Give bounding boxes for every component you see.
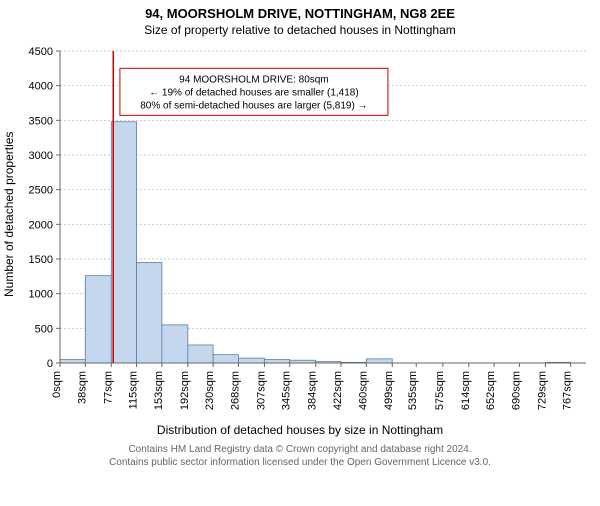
x-tick-label: 77sqm (102, 371, 114, 404)
x-tick-label: 153sqm (153, 371, 165, 410)
histogram-bar (162, 325, 188, 363)
histogram-bar (188, 345, 213, 363)
x-tick-label: 690sqm (510, 371, 522, 410)
histogram-bar (264, 360, 289, 363)
x-tick-label: 230sqm (204, 371, 216, 410)
chart-subtitle: Size of property relative to detached ho… (0, 23, 600, 37)
x-tick-label: 384sqm (307, 371, 319, 410)
footer-line-2: Contains public sector information licen… (0, 456, 600, 469)
y-tick-label: 1000 (29, 289, 53, 301)
y-tick-label: 500 (35, 323, 53, 335)
x-tick-label: 192sqm (179, 371, 191, 410)
y-tick-label: 4000 (29, 81, 53, 93)
histogram-plot: 0 500 1000 1500 2000 2500 3000 3500 4000 4500 0sqm… (0, 41, 600, 421)
x-tick-label: 614sqm (460, 371, 472, 410)
histogram-bar (137, 262, 162, 363)
y-tick-label: 2500 (29, 185, 53, 197)
chart-container: 94, MOORSHOLM DRIVE, NOTTINGHAM, NG8 2EE… (0, 6, 600, 506)
x-axis-label: Distribution of detached houses by size … (0, 423, 600, 437)
attribution-footer: Contains HM Land Registry data © Crown c… (0, 443, 600, 469)
x-tick-label: 460sqm (357, 371, 369, 410)
x-tick-label: 767sqm (562, 371, 574, 410)
y-tick-label: 0 (47, 358, 53, 370)
histogram-bar (238, 358, 264, 363)
y-axis-label: Number of detached properties (2, 132, 16, 297)
x-tick-label: 729sqm (536, 371, 548, 410)
x-tick-label: 422sqm (332, 371, 344, 410)
x-tick-label: 575sqm (434, 371, 446, 410)
y-tick-label: 4500 (29, 46, 53, 58)
y-tick-label: 3000 (29, 150, 53, 162)
histogram-bar (111, 122, 136, 363)
histogram-bar (213, 355, 238, 363)
x-tick-label: 307sqm (255, 371, 267, 410)
annotation-line: 80% of semi-detached houses are larger (… (140, 100, 367, 111)
x-tick-label: 499sqm (383, 371, 395, 410)
histogram-bar (60, 360, 85, 363)
y-tick-label: 1500 (29, 254, 53, 266)
y-tick-label: 3500 (29, 115, 53, 127)
x-tick-label: 38sqm (76, 371, 88, 404)
annotation-line: 94 MOORSHOLM DRIVE: 80sqm (179, 74, 328, 85)
y-tick-label: 2000 (29, 219, 53, 231)
histogram-bar (85, 276, 111, 363)
x-tick-label: 535sqm (407, 371, 419, 410)
chart-title-address: 94, MOORSHOLM DRIVE, NOTTINGHAM, NG8 2EE (0, 6, 600, 21)
histogram-bar (366, 359, 392, 363)
plot-wrap: Number of detached properties 0 500 1000 15… (0, 41, 600, 421)
x-tick-label: 0sqm (51, 371, 63, 398)
x-tick-label: 268sqm (229, 371, 241, 410)
annotation-line: ← 19% of detached houses are smaller (1,… (149, 87, 359, 98)
x-tick-label: 345sqm (281, 371, 293, 410)
footer-line-1: Contains HM Land Registry data © Crown c… (0, 443, 600, 456)
x-tick-label: 652sqm (485, 371, 497, 410)
x-tick-label: 115sqm (128, 371, 140, 409)
